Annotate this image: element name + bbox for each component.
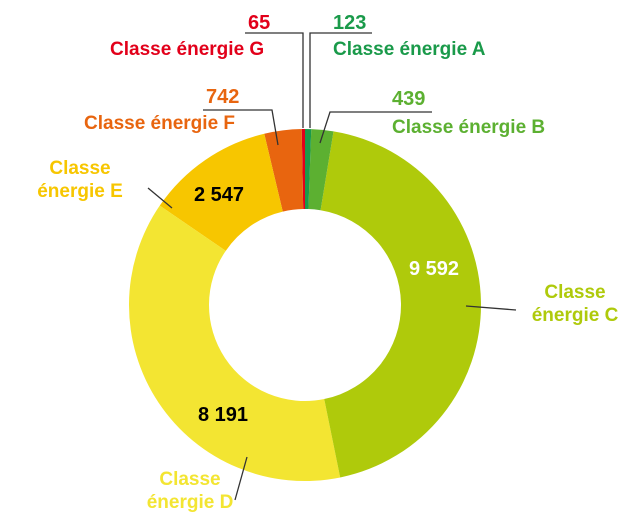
value-label: 8 191 [198,404,249,426]
category-label: Classe énergie B [392,117,546,138]
leader-line [147,187,173,209]
value-label: 742 [206,86,240,108]
donut-segment [305,129,312,210]
leader-line [319,111,432,144]
category-label: Classe énergie A [333,39,486,60]
donut-segment [301,129,305,210]
category-label: Classe énergie D [146,469,234,513]
value-label: 65 [248,12,271,34]
leader-line [234,456,248,501]
leader-lines [147,32,517,501]
value-label: 439 [392,88,426,110]
donut-segment [264,129,304,212]
donut-segment [308,129,334,211]
leader-line [245,32,304,128]
donut-segment [129,205,341,481]
leader-line [203,109,279,146]
value-label: 2 547 [194,184,245,206]
category-label: Classe énergie F [84,113,236,134]
donut-segment [159,133,283,251]
value-label: 123 [333,12,367,34]
value-label: 9 592 [409,258,460,280]
donut-segment [320,131,482,478]
category-label: Classe énergie E [37,158,123,202]
leader-line [465,305,517,311]
category-label: Classe énergie G [110,39,265,60]
category-label: Classe énergie C [531,282,619,326]
leader-line [309,32,372,128]
